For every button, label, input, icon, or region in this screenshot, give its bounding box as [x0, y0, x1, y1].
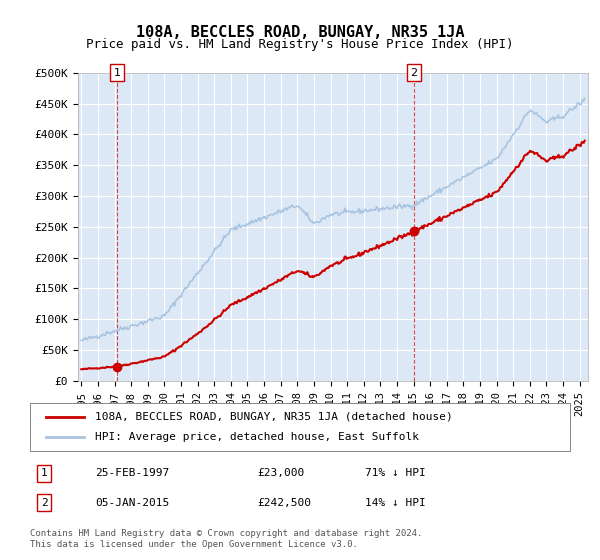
- Text: 1: 1: [113, 68, 121, 78]
- Text: Contains HM Land Registry data © Crown copyright and database right 2024.
This d: Contains HM Land Registry data © Crown c…: [30, 529, 422, 549]
- Text: 2: 2: [410, 68, 418, 78]
- Text: £23,000: £23,000: [257, 468, 304, 478]
- Text: 71% ↓ HPI: 71% ↓ HPI: [365, 468, 425, 478]
- Text: 05-JAN-2015: 05-JAN-2015: [95, 498, 169, 507]
- Text: 14% ↓ HPI: 14% ↓ HPI: [365, 498, 425, 507]
- Text: Price paid vs. HM Land Registry's House Price Index (HPI): Price paid vs. HM Land Registry's House …: [86, 38, 514, 51]
- Text: 1: 1: [41, 468, 47, 478]
- Text: 25-FEB-1997: 25-FEB-1997: [95, 468, 169, 478]
- Text: 2: 2: [41, 498, 47, 507]
- Text: £242,500: £242,500: [257, 498, 311, 507]
- Text: 108A, BECCLES ROAD, BUNGAY, NR35 1JA: 108A, BECCLES ROAD, BUNGAY, NR35 1JA: [136, 25, 464, 40]
- Text: HPI: Average price, detached house, East Suffolk: HPI: Average price, detached house, East…: [95, 432, 419, 442]
- Text: 108A, BECCLES ROAD, BUNGAY, NR35 1JA (detached house): 108A, BECCLES ROAD, BUNGAY, NR35 1JA (de…: [95, 412, 452, 422]
